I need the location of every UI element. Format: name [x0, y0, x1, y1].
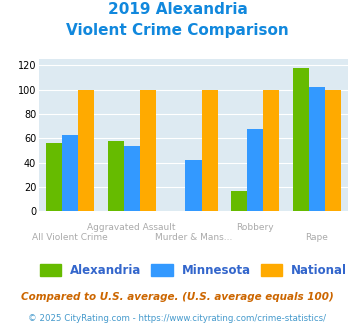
Bar — [247, 129, 263, 211]
Bar — [78, 90, 94, 211]
Bar — [140, 90, 156, 211]
Bar — [293, 68, 309, 211]
Bar — [202, 90, 218, 211]
Bar — [62, 135, 78, 211]
Text: All Violent Crime: All Violent Crime — [32, 233, 108, 242]
Text: Robbery: Robbery — [236, 223, 274, 232]
Bar — [325, 90, 341, 211]
Bar — [263, 90, 279, 211]
Legend: Alexandria, Minnesota, National: Alexandria, Minnesota, National — [35, 260, 352, 282]
Text: Aggravated Assault: Aggravated Assault — [87, 223, 176, 232]
Text: Compared to U.S. average. (U.S. average equals 100): Compared to U.S. average. (U.S. average … — [21, 292, 334, 302]
Text: Murder & Mans...: Murder & Mans... — [155, 233, 232, 242]
Text: © 2025 CityRating.com - https://www.cityrating.com/crime-statistics/: © 2025 CityRating.com - https://www.city… — [28, 314, 327, 323]
Bar — [231, 190, 247, 211]
Text: 2019 Alexandria: 2019 Alexandria — [108, 2, 247, 16]
Bar — [124, 146, 140, 211]
Text: Violent Crime Comparison: Violent Crime Comparison — [66, 23, 289, 38]
Bar — [185, 160, 202, 211]
Bar — [46, 143, 62, 211]
Text: Rape: Rape — [306, 233, 328, 242]
Bar — [108, 141, 124, 211]
Bar — [309, 87, 325, 211]
